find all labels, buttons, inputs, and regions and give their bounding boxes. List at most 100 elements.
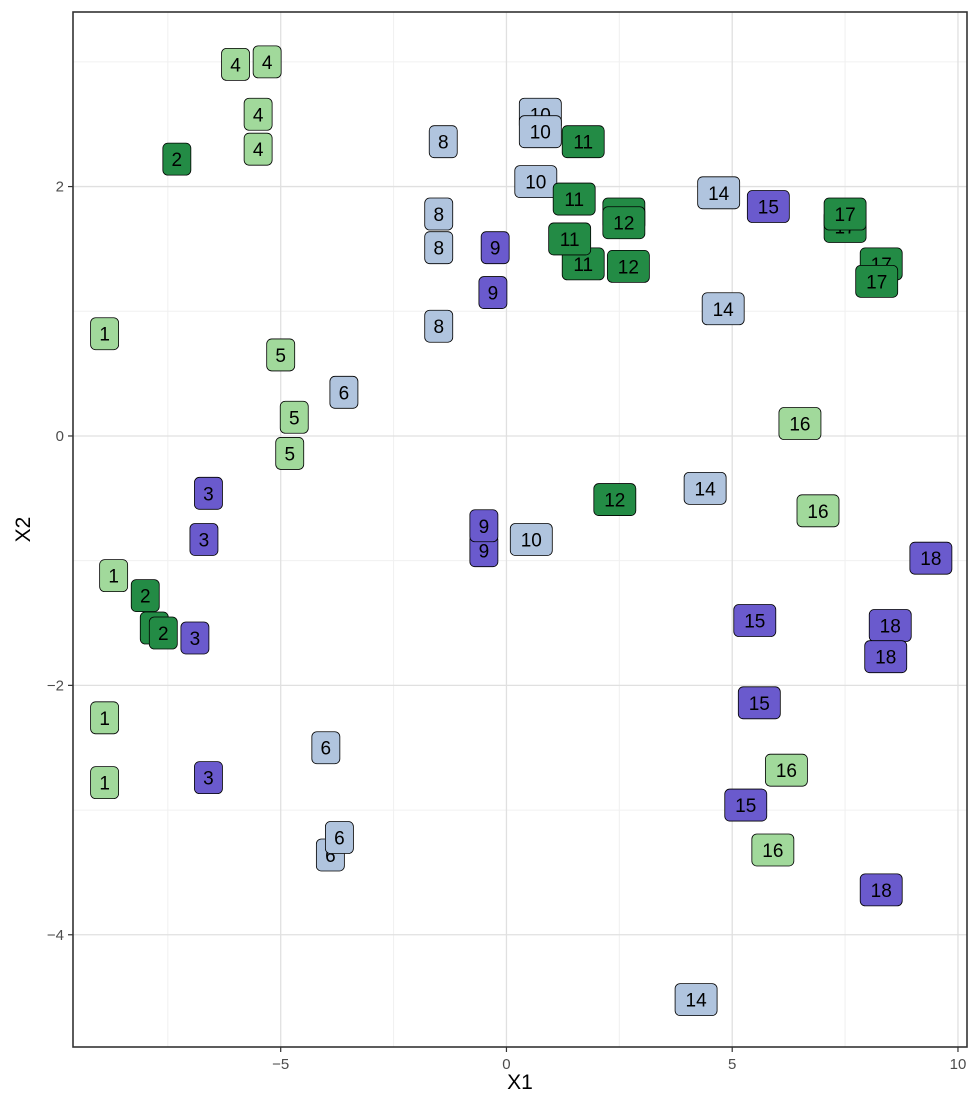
data-label-box xyxy=(606,249,650,283)
data-label-text: 5 xyxy=(284,444,295,465)
data-label-17: 17 xyxy=(823,197,867,231)
data-label-10: 10 xyxy=(518,115,562,149)
data-label-text: 1 xyxy=(99,325,110,346)
data-label-box xyxy=(764,753,808,787)
data-label-box xyxy=(509,523,553,556)
data-label-text: 12 xyxy=(613,214,634,235)
data-label-text: 17 xyxy=(866,272,887,293)
data-label-box xyxy=(266,338,296,372)
data-label-box xyxy=(99,559,129,593)
data-label-text: 3 xyxy=(190,629,201,650)
data-label-box xyxy=(275,437,305,470)
data-label-box xyxy=(130,579,160,612)
data-label-box xyxy=(796,494,840,528)
data-label-5: 5 xyxy=(266,338,296,372)
data-label-18: 18 xyxy=(864,640,908,674)
data-label-3: 3 xyxy=(194,476,223,510)
y-tick-label: 0 xyxy=(56,428,64,445)
y-tick-label: 2 xyxy=(56,179,64,196)
data-label-text: 15 xyxy=(735,796,756,817)
data-label-box xyxy=(859,873,903,907)
data-label-text: 1 xyxy=(99,774,110,795)
data-label-box xyxy=(751,833,795,867)
data-label-text: 1 xyxy=(99,709,110,730)
data-label-14: 14 xyxy=(701,292,745,326)
data-label-text: 15 xyxy=(749,694,770,715)
data-label-box xyxy=(733,604,777,637)
data-label-box xyxy=(593,483,637,516)
data-label-text: 6 xyxy=(325,846,336,867)
data-label-text: 9 xyxy=(479,517,490,538)
data-label-14: 14 xyxy=(697,176,741,210)
data-label-2: 2 xyxy=(148,616,178,650)
x-axis-title: X1 xyxy=(507,1071,533,1094)
data-label-box xyxy=(518,115,562,149)
data-label-18: 18 xyxy=(909,541,953,575)
data-label-14: 14 xyxy=(674,983,718,1017)
data-label-15: 15 xyxy=(746,190,790,223)
data-label-text: 15 xyxy=(744,612,765,633)
data-label-box xyxy=(424,231,454,265)
data-label-box xyxy=(243,132,273,166)
data-label-6: 6 xyxy=(324,821,354,854)
data-label-12: 12 xyxy=(602,206,646,240)
data-label-5: 5 xyxy=(279,400,309,434)
data-label-text: 12 xyxy=(604,491,625,512)
data-label-box xyxy=(514,165,558,198)
data-label-text: 14 xyxy=(713,300,735,321)
data-label-12: 12 xyxy=(593,483,637,516)
data-label-box xyxy=(194,476,223,510)
x-tick-label: 0 xyxy=(502,1056,510,1073)
data-label-4: 4 xyxy=(243,97,273,131)
data-label-5: 5 xyxy=(275,437,305,470)
data-label-11: 11 xyxy=(561,247,605,281)
data-labels: 1111222233334444555666688889999101010101… xyxy=(90,45,953,1017)
data-label-11: 11 xyxy=(548,222,592,256)
data-label-8: 8 xyxy=(424,309,454,343)
data-label-16: 16 xyxy=(751,833,795,867)
data-label-16: 16 xyxy=(764,753,808,787)
data-label-box xyxy=(701,292,745,326)
data-label-box xyxy=(90,317,120,351)
data-label-box xyxy=(552,182,596,216)
data-label-3: 3 xyxy=(194,761,223,795)
data-label-text: 14 xyxy=(695,479,717,500)
data-label-text: 10 xyxy=(521,530,542,551)
data-label-3: 3 xyxy=(180,621,210,655)
data-label-box xyxy=(189,523,219,556)
data-label-text: 18 xyxy=(920,549,941,570)
data-label-box xyxy=(469,509,499,543)
data-label-box xyxy=(162,142,192,176)
data-label-text: 14 xyxy=(708,184,730,205)
data-label-2: 2 xyxy=(130,579,160,612)
data-label-box xyxy=(180,621,210,655)
data-label-text: 1 xyxy=(108,567,119,588)
data-label-text: 8 xyxy=(433,239,444,260)
data-label-text: 12 xyxy=(618,257,639,278)
data-label-text: 9 xyxy=(490,239,501,260)
data-label-text: 6 xyxy=(339,383,350,404)
data-label-16: 16 xyxy=(796,494,840,528)
data-label-text: 5 xyxy=(289,408,300,429)
data-label-8: 8 xyxy=(424,197,454,231)
data-label-12: 12 xyxy=(606,249,650,283)
data-label-text: 4 xyxy=(253,140,264,161)
data-label-9: 9 xyxy=(469,509,499,543)
data-label-6: 6 xyxy=(329,375,359,409)
data-label-3: 3 xyxy=(189,523,219,556)
data-label-box xyxy=(478,276,508,309)
data-label-text: 9 xyxy=(479,542,490,563)
data-label-text: 3 xyxy=(203,484,214,505)
data-label-4: 4 xyxy=(243,132,273,166)
data-label-text: 8 xyxy=(438,133,449,154)
data-label-text: 4 xyxy=(230,55,241,76)
data-label-box xyxy=(909,541,953,575)
data-label-text: 2 xyxy=(158,624,169,645)
data-label-1: 1 xyxy=(90,766,120,800)
data-label-text: 18 xyxy=(875,648,896,669)
y-tick-label: −4 xyxy=(47,927,64,944)
data-label-15: 15 xyxy=(724,788,768,822)
x-tick-label: 5 xyxy=(728,1056,736,1073)
data-label-text: 8 xyxy=(433,317,444,338)
data-label-4: 4 xyxy=(221,47,250,81)
